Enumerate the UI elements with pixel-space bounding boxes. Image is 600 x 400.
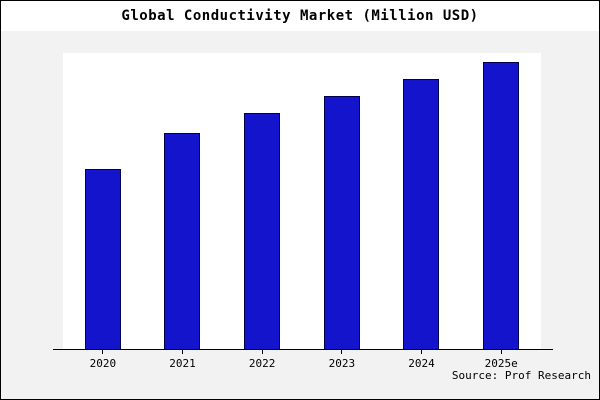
x-axis-ticks: 2020 2021 2022 2023 2024 2025e	[63, 350, 541, 370]
source-attribution: Source: Prof Research	[451, 369, 591, 382]
bar-2024	[403, 79, 440, 349]
x-tick-2023: 2023	[302, 350, 382, 370]
bar-2021	[164, 133, 201, 349]
tick-mark	[182, 350, 183, 354]
bar-2022	[244, 113, 281, 349]
x-tick-2021: 2021	[143, 350, 223, 370]
tick-mark	[341, 350, 343, 354]
x-tick-2025e: 2025e	[461, 350, 541, 370]
x-axis-line	[53, 349, 553, 350]
x-tick-label: 2024	[408, 357, 435, 370]
x-tick-label: 2025e	[484, 357, 518, 370]
tick-mark	[261, 350, 263, 354]
x-tick-label: 2022	[248, 357, 276, 370]
tick-mark	[102, 350, 104, 354]
tick-mark	[421, 350, 423, 354]
x-tick-2024: 2024	[382, 350, 462, 370]
plot-area	[63, 53, 541, 349]
bar-2025e	[483, 62, 520, 349]
bar-2023	[323, 96, 360, 349]
bar-series	[63, 53, 541, 349]
x-tick-label: 2023	[328, 357, 356, 370]
x-tick-2022: 2022	[222, 350, 302, 370]
x-tick-2020: 2020	[63, 350, 143, 370]
x-tick-label: 2020	[89, 357, 117, 370]
bar-2020	[84, 169, 121, 349]
chart-title: Global Conductivity Market (Million USD)	[1, 1, 599, 31]
x-tick-label: 2021	[169, 357, 196, 370]
tick-mark	[500, 350, 502, 354]
